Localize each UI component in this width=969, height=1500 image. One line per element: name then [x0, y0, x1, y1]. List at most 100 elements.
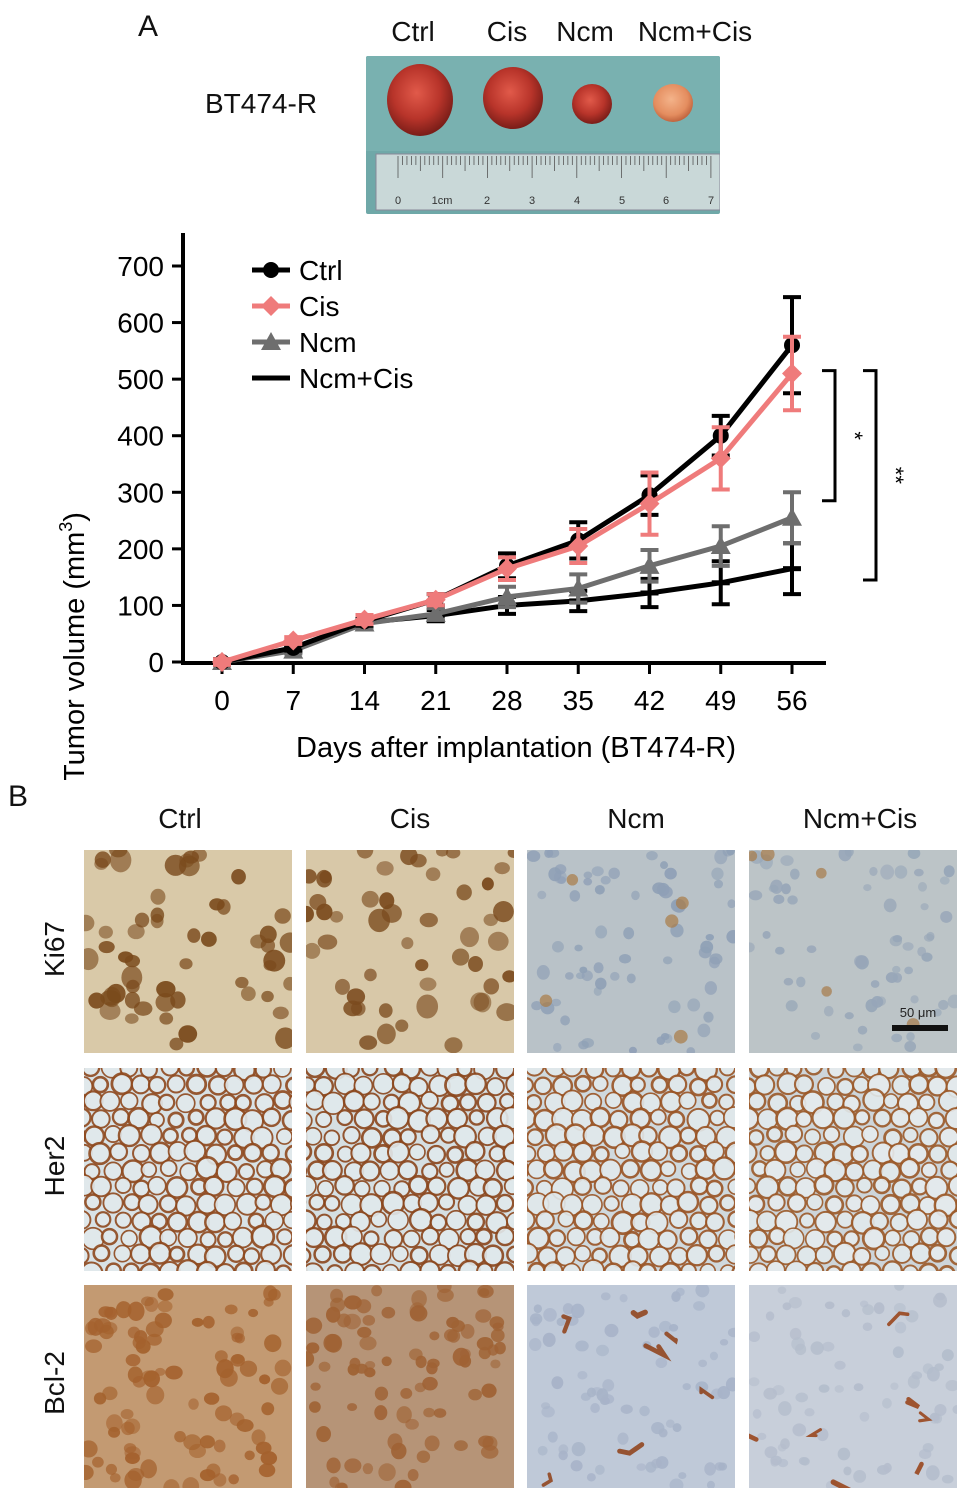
legend-item: Ncm+Cis — [252, 363, 413, 394]
chart-series — [212, 295, 802, 672]
column-label: Ncm — [607, 803, 665, 834]
data-point — [212, 652, 232, 672]
data-point — [640, 590, 659, 596]
x-axis-label: Days after implantation (BT474-R) — [296, 732, 736, 764]
data-point — [783, 566, 801, 572]
tumor-ncm — [572, 84, 612, 124]
data-point — [568, 536, 589, 557]
x-tick-label: 49 — [705, 685, 736, 716]
significance-brackets: *** — [822, 369, 908, 582]
column-label: Ncm+Cis — [802, 803, 918, 834]
photo-group-label: Cis — [486, 16, 528, 47]
data-point — [639, 555, 660, 574]
x-tick-label: 42 — [634, 685, 665, 716]
y-tick-label: 500 — [117, 364, 164, 395]
y-axis-label: Tumor volume (mm3) — [56, 512, 91, 780]
data-point — [283, 630, 304, 651]
bracket-line — [863, 369, 878, 582]
y-tick-label: 300 — [117, 477, 164, 508]
ihc-tile-ki67-ctrl — [84, 850, 292, 1053]
ihc-tile-her2-ncm — [527, 1068, 735, 1271]
x-tick-label: 0 — [214, 685, 230, 716]
ihc-tile-ki67-ncm — [527, 850, 735, 1053]
ihc-tile-ki67-ncm-cis — [749, 850, 957, 1053]
ihc-tile-bcl2-cis — [306, 1285, 514, 1488]
legend-marker — [262, 375, 280, 381]
y-tick-label: 100 — [117, 590, 164, 621]
ruler: 0 1cm 2 3 4 5 6 7 — [375, 153, 720, 211]
y-tick-label: 600 — [117, 308, 164, 339]
photo-row-label: BT474-R — [205, 88, 318, 119]
data-point — [568, 578, 589, 597]
legend-item: Cis — [252, 291, 339, 322]
legend-marker — [261, 332, 281, 350]
y-axis-label-main: Tumor volume (mm — [59, 532, 91, 780]
data-point — [425, 603, 446, 622]
ihc-tile-her2-ncm-cis — [749, 1068, 957, 1271]
ruler-label: 0 — [395, 195, 401, 207]
y-axis-label-sup: 3 — [56, 522, 76, 532]
tumor-photo: 0 1cm 2 3 4 5 6 7 — [366, 56, 720, 214]
photo-group-label: Ctrl — [391, 16, 435, 47]
ihc-tile-her2-cis — [306, 1068, 514, 1271]
x-tick-label: 35 — [563, 685, 594, 716]
legend-item: Ncm — [252, 327, 357, 358]
legend-label: Cis — [299, 291, 339, 322]
significance-bracket: * — [822, 369, 867, 503]
ruler-label: 2 — [484, 195, 490, 207]
legend-item: Ctrl — [252, 255, 343, 286]
x-tick-label: 14 — [349, 685, 380, 716]
ruler-label: 4 — [574, 195, 580, 207]
data-point — [710, 536, 731, 555]
panel-b-letter: B — [8, 780, 29, 813]
tumor-volume-chart: 0 100 200 300 400 500 600 700 0 7 14 21 28 35 42 49 56 C… — [56, 233, 908, 780]
bracket-line — [822, 369, 837, 503]
data-point — [782, 363, 802, 384]
y-tick-label: 700 — [117, 251, 164, 282]
significance-label: ** — [883, 467, 908, 485]
x-tick-label: 21 — [420, 685, 451, 716]
y-tick-label: 0 — [148, 647, 164, 678]
x-tick-label: 7 — [285, 685, 301, 716]
panel-a-letter: A — [138, 10, 159, 43]
ihc-tile-bcl2-ncm-cis — [749, 1285, 957, 1488]
x-tick-label: 56 — [776, 685, 807, 716]
column-label: Ctrl — [158, 803, 202, 834]
ihc-tile-ki67-cis — [306, 850, 514, 1053]
significance-bracket: ** — [863, 369, 908, 582]
y-tick-label: 400 — [117, 421, 164, 452]
significance-label: * — [842, 431, 867, 440]
ruler-label: 1cm — [432, 195, 453, 207]
tumor-ctrl — [387, 64, 453, 136]
data-point — [639, 493, 660, 514]
data-point — [497, 558, 517, 579]
scale-bar-line — [892, 1025, 948, 1031]
chart-axes: 0 100 200 300 400 500 600 700 0 7 14 21 28 35 42 49 56 — [117, 233, 826, 716]
ruler-label: 3 — [529, 195, 535, 207]
photo-group-label: Ncm+Cis — [637, 16, 753, 47]
scale-bar-label: 50 μm — [900, 1005, 936, 1020]
ihc-tile-bcl2-ncm — [527, 1285, 735, 1488]
data-point — [782, 507, 802, 526]
legend-label: Ncm+Cis — [299, 363, 413, 394]
chart-legend: Ctrl Cis Ncm Ncm+Cis — [252, 255, 413, 394]
legend-marker — [263, 262, 279, 278]
ihc-tile-bcl2-ctrl — [84, 1285, 292, 1488]
legend-label: Ctrl — [299, 255, 343, 286]
data-point — [711, 580, 730, 586]
tumor-cis — [483, 67, 543, 129]
series-cis — [212, 334, 802, 672]
photo-group-label: Ncm — [556, 16, 614, 47]
ruler-label: 6 — [663, 195, 669, 207]
data-point — [425, 589, 446, 610]
series-line — [221, 371, 794, 665]
ihc-image-grid: 50 μm — [84, 850, 957, 1488]
scale-bar: 50 μm — [892, 1005, 948, 1031]
y-axis-label-close: ) — [59, 512, 91, 522]
ihc-tile-her2-ctrl — [84, 1068, 292, 1271]
column-label: Cis — [389, 803, 431, 834]
legend-marker — [261, 296, 281, 316]
ruler-label: 7 — [708, 195, 714, 207]
y-tick-label: 200 — [117, 534, 164, 565]
legend-label: Ncm — [299, 327, 357, 358]
